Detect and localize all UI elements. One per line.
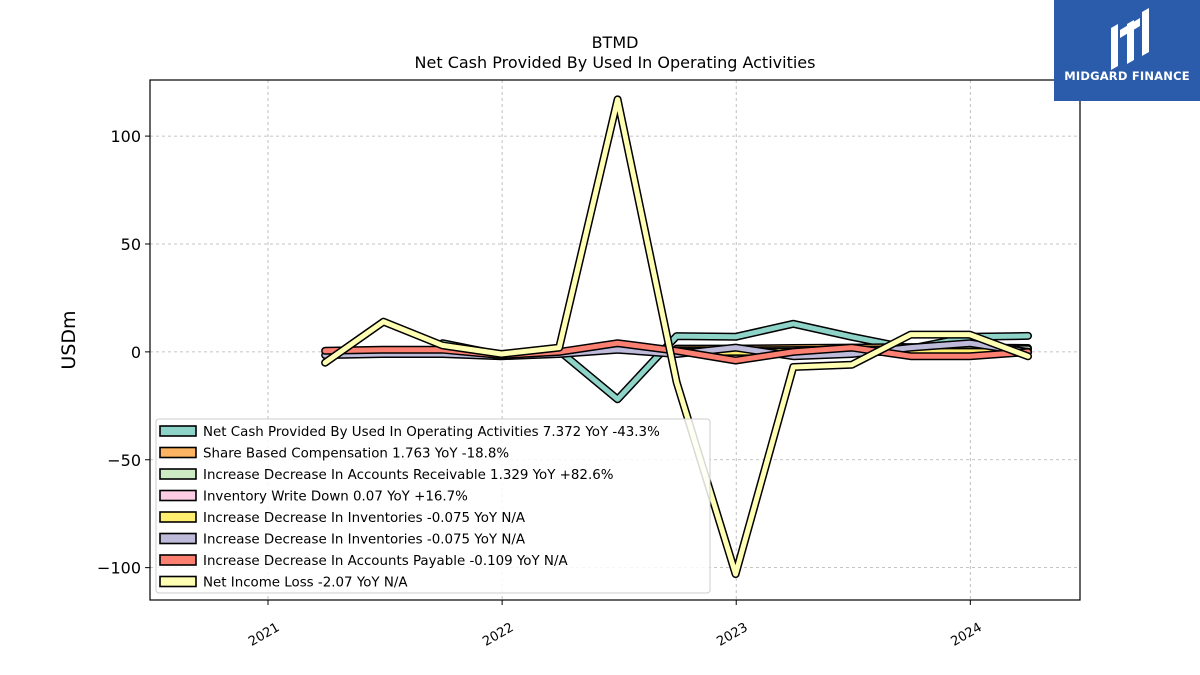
x-tick-label: 2022 xyxy=(480,620,516,650)
plot-frame xyxy=(149,79,1081,601)
legend-swatch xyxy=(159,489,197,502)
legend-swatch xyxy=(159,575,197,588)
series-6 xyxy=(321,339,1032,365)
legend: Net Cash Provided By Used In Operating A… xyxy=(155,418,711,594)
legend-entry: Increase Decrease In Inventories -0.075 … xyxy=(203,533,526,548)
legend-swatch xyxy=(159,532,197,545)
series-line xyxy=(322,96,1031,577)
legend-entry: Inventory Write Down 0.07 YoY +16.7% xyxy=(203,490,468,505)
chart-subtitle: Net Cash Provided By Used In Operating A… xyxy=(415,53,816,72)
legend-swatch xyxy=(159,511,197,523)
legend-box xyxy=(155,418,711,594)
legend-swatch xyxy=(159,446,197,459)
series-7 xyxy=(321,95,1032,579)
legend-swatch xyxy=(159,425,197,437)
legend-swatch xyxy=(159,554,197,566)
midgard-finance-logo: MIDGARD FINANCE xyxy=(1054,0,1200,101)
y-tick-label: −100 xyxy=(97,559,141,578)
y-axis-label: USDm xyxy=(58,310,80,369)
logo-mark-icon xyxy=(1111,8,1149,70)
y-tick-label: 0 xyxy=(131,343,141,362)
y-tick-label: −50 xyxy=(107,451,141,470)
legend-entry: Increase Decrease In Inventories -0.075 … xyxy=(203,511,526,526)
logo-text: MIDGARD FINANCE xyxy=(1064,69,1190,83)
y-tick-label: 100 xyxy=(110,127,141,146)
y-tick-label: 50 xyxy=(121,235,141,254)
legend-entry: Net Income Loss -2.07 YoY N/A xyxy=(203,576,408,591)
legend-swatch xyxy=(159,468,197,480)
legend-entry: Share Based Compensation 1.763 YoY -18.8… xyxy=(203,447,509,462)
legend-entry: Net Cash Provided By Used In Operating A… xyxy=(203,425,660,440)
legend-entry: Increase Decrease In Accounts Receivable… xyxy=(203,468,613,483)
series-layer xyxy=(204,95,1032,579)
x-tick-label: 2024 xyxy=(948,620,984,650)
x-tick-label: 2021 xyxy=(246,620,282,650)
x-tick-label: 2023 xyxy=(714,620,750,650)
chart-title: BTMD xyxy=(592,33,639,52)
series-line xyxy=(322,340,1031,363)
legend-entry: Increase Decrease In Accounts Payable -0… xyxy=(203,554,568,569)
